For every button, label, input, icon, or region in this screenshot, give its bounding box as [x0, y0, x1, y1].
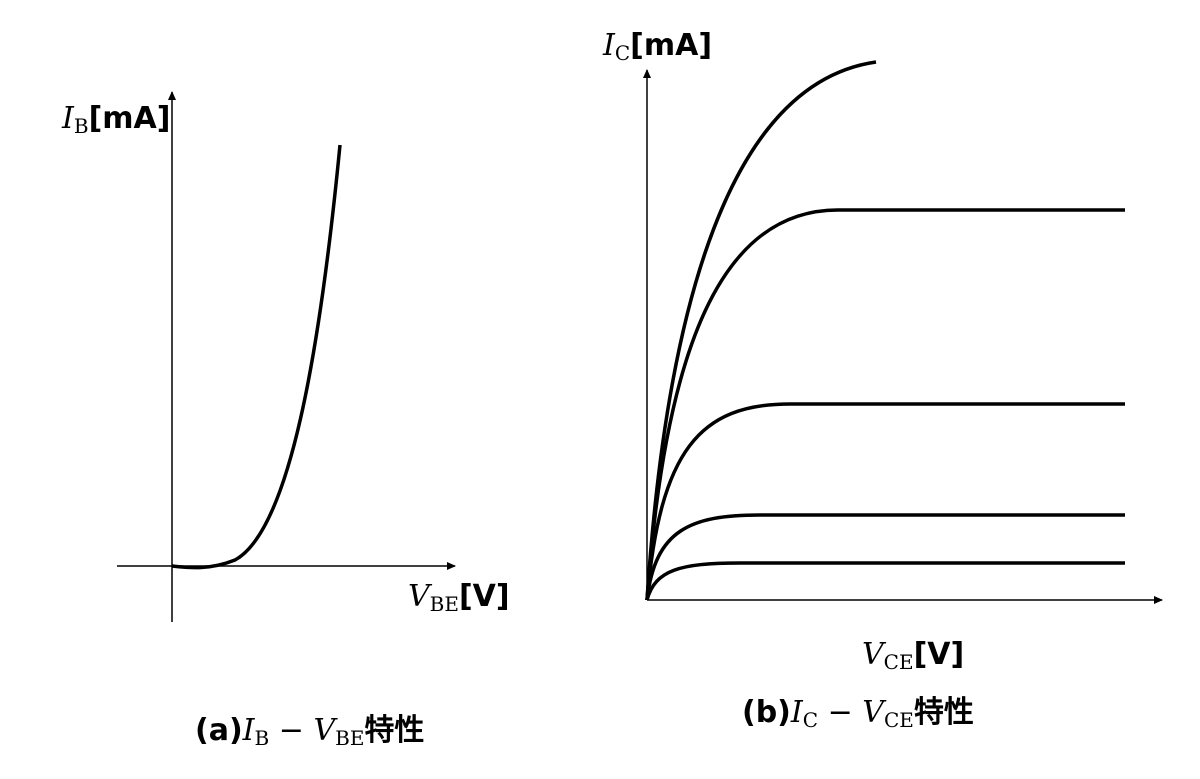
- var: V: [313, 713, 338, 748]
- sub: C: [803, 708, 818, 732]
- suffix: 特性: [364, 713, 424, 748]
- dash: −: [269, 713, 313, 748]
- ib-vbe-curve: [171, 144, 342, 570]
- sub: CE: [884, 708, 914, 732]
- y-axis-label: IC[mA]: [602, 28, 712, 65]
- prefix: (a): [195, 713, 243, 748]
- unit: [V]: [914, 637, 965, 672]
- var: I: [242, 713, 256, 748]
- var: I: [61, 101, 75, 136]
- sub: C: [615, 41, 630, 65]
- ic-vce-curve: [645, 60, 877, 601]
- var: V: [862, 637, 887, 672]
- x-axis-label: VBE[V]: [408, 579, 510, 616]
- unit: [mA]: [630, 28, 712, 63]
- dash: −: [818, 695, 862, 730]
- var: V: [408, 579, 433, 614]
- var: V: [862, 695, 887, 730]
- ic-vce-curve: [645, 208, 1125, 601]
- y-axis-label: IB[mA]: [61, 101, 170, 138]
- sub: B: [255, 726, 270, 750]
- caption: (b)IC − VCE特性: [742, 695, 974, 732]
- prefix: (b): [742, 695, 791, 730]
- sub: B: [74, 114, 89, 138]
- caption: (a)IB − VBE特性: [195, 713, 424, 750]
- var: I: [602, 28, 616, 63]
- unit: [V]: [459, 579, 510, 614]
- unit: [mA]: [89, 101, 171, 136]
- ic-vce-curve: [645, 513, 1125, 601]
- sub: BE: [335, 726, 364, 750]
- sub: CE: [884, 650, 914, 674]
- x-axis-label: VCE[V]: [862, 637, 964, 674]
- ic-vce-curve: [645, 561, 1125, 601]
- var: I: [790, 695, 804, 730]
- sub: BE: [430, 592, 459, 616]
- ic-vce-curve: [645, 402, 1125, 601]
- suffix: 特性: [914, 695, 974, 730]
